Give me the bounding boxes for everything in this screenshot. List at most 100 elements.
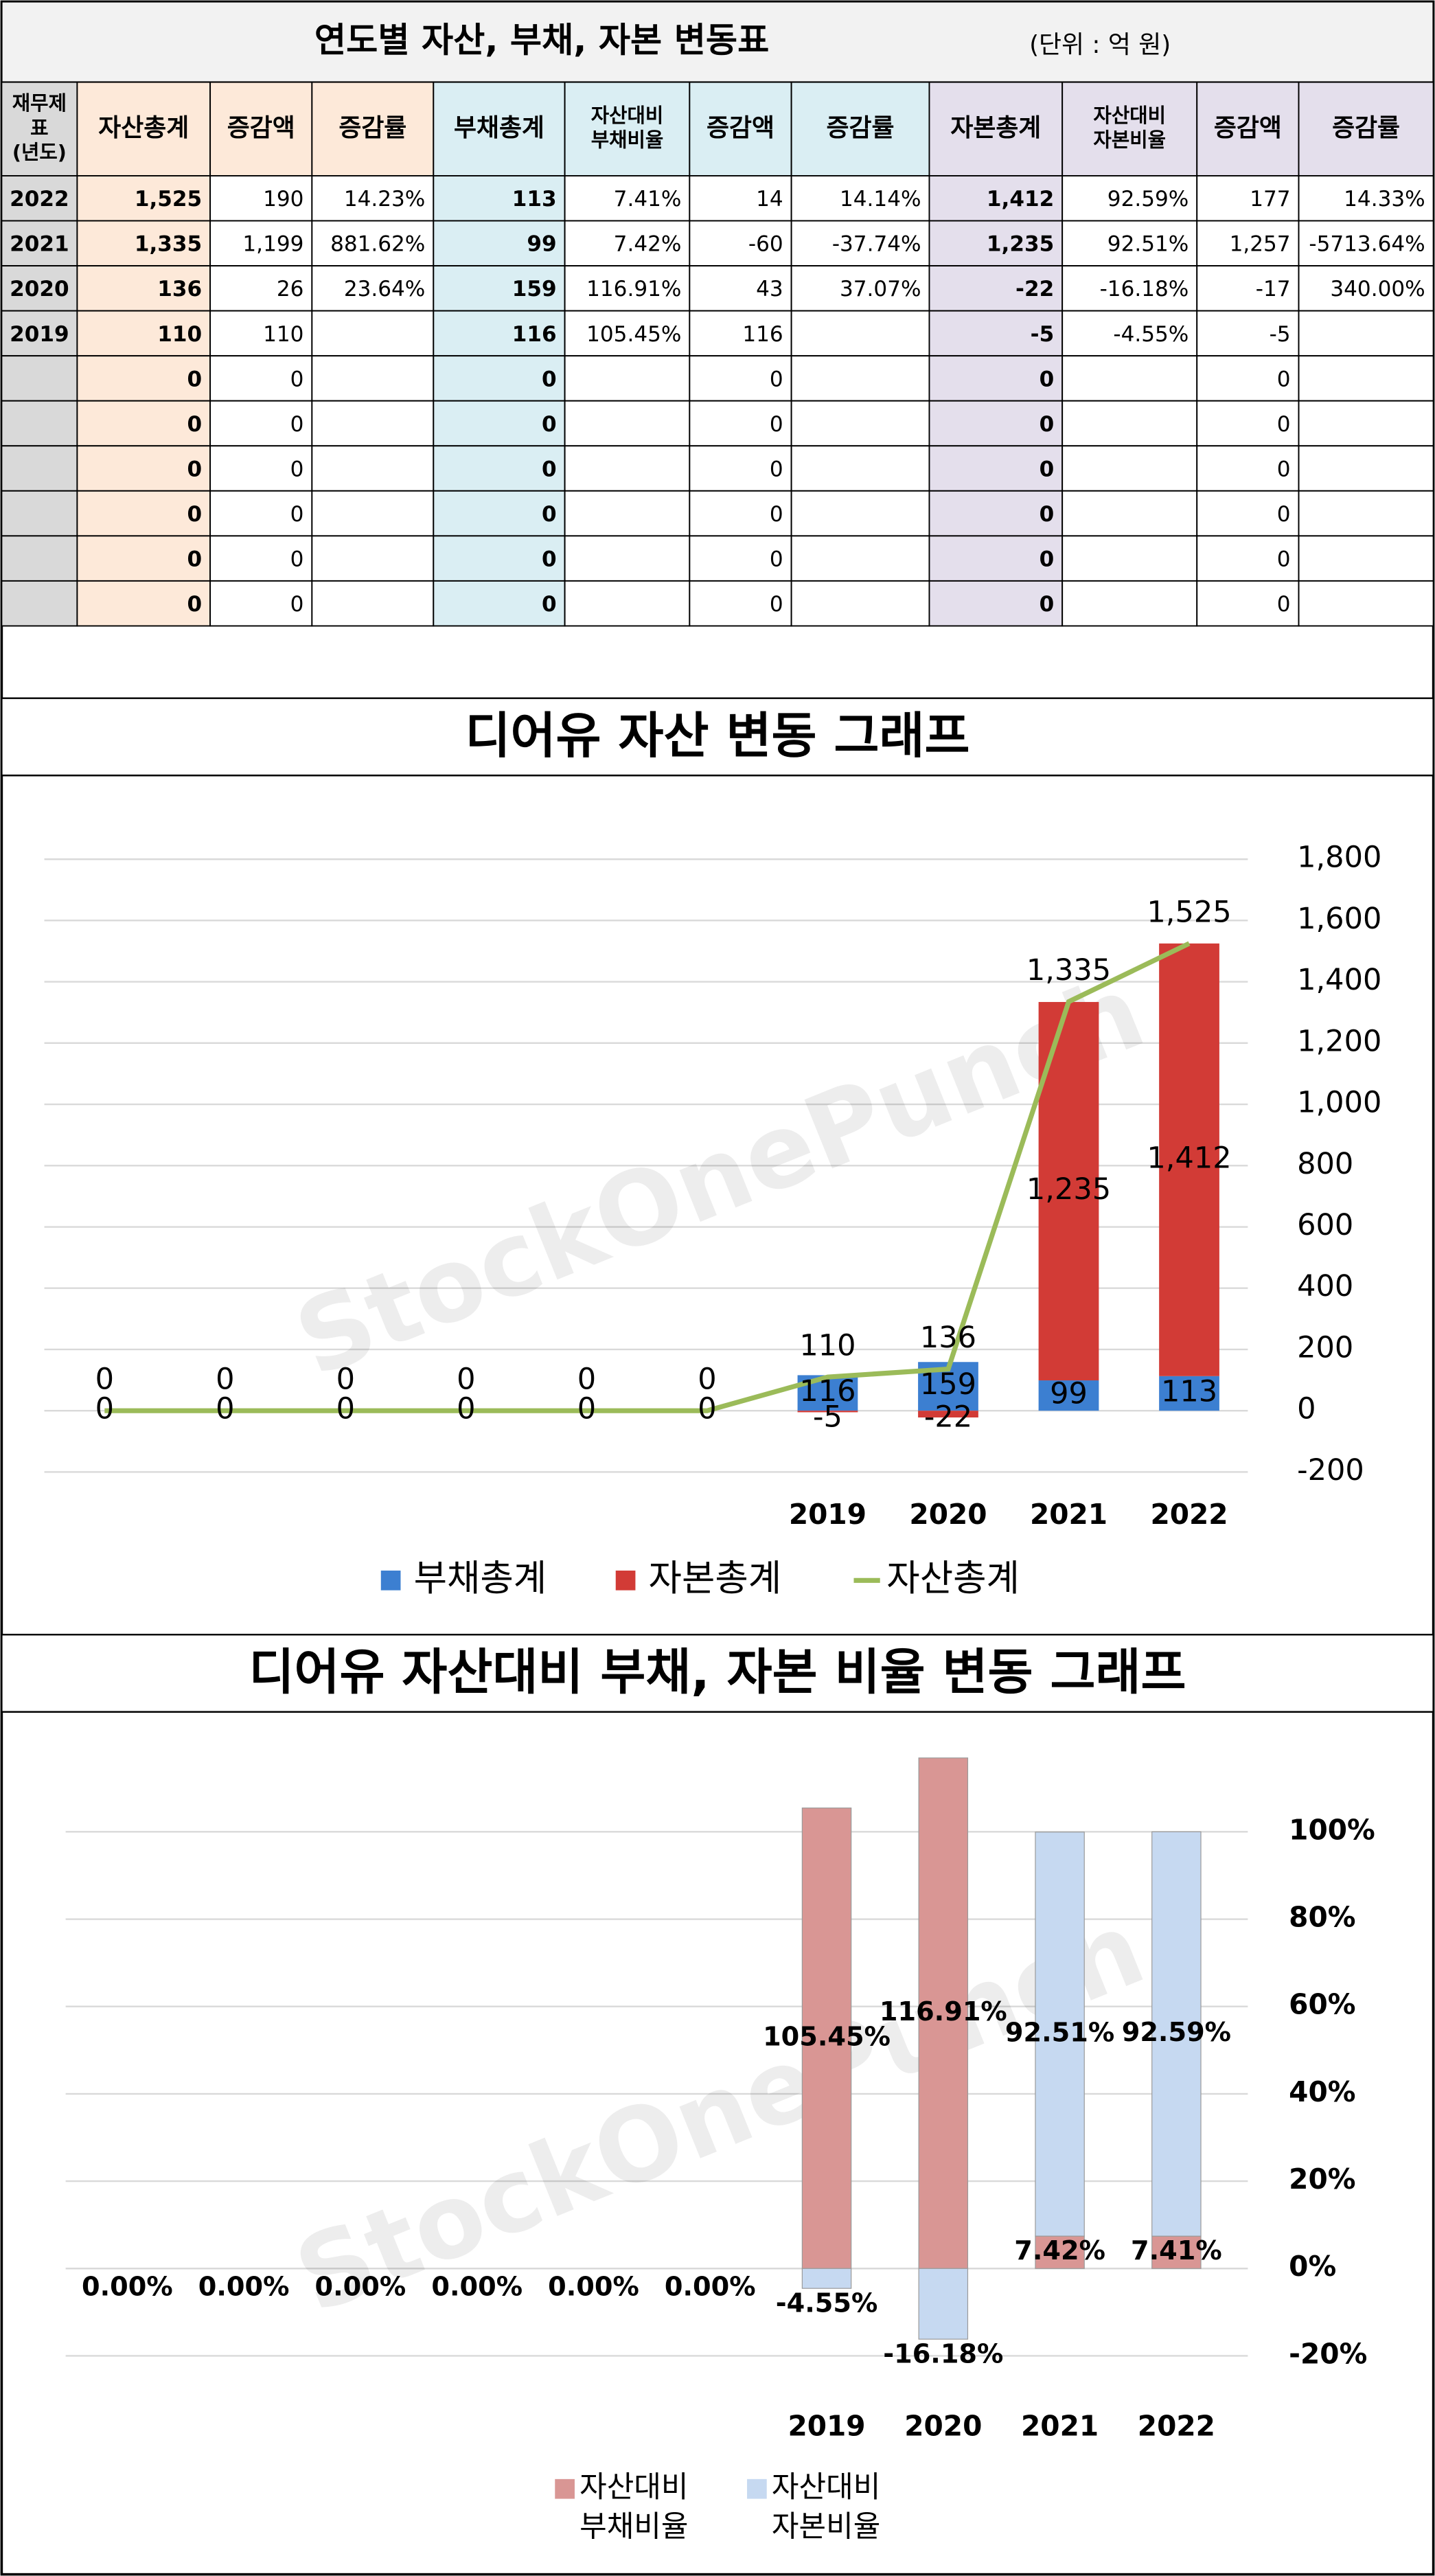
table-cell — [564, 310, 691, 357]
header-cell — [928, 81, 1064, 176]
data-label: 1,525 — [1147, 895, 1231, 929]
table-unit: (단위 : 억 원) — [1029, 31, 1171, 59]
cell-text: 0 — [770, 367, 783, 391]
table-cell — [790, 175, 930, 222]
table-cell — [928, 310, 1064, 357]
table-cell — [790, 445, 930, 492]
cell-text: 159 — [512, 277, 557, 301]
table-cell — [1298, 175, 1434, 222]
table-cell — [209, 400, 313, 447]
cell-text: 92.59% — [1107, 187, 1189, 212]
table-cell — [1196, 490, 1300, 537]
cell-text: 26 — [277, 277, 304, 301]
legend-label: 부채총계 — [414, 1558, 547, 1599]
y-tick-label: -20% — [1289, 2337, 1367, 2370]
cell-text: 23.64% — [344, 277, 425, 301]
cell-text: -60 — [748, 232, 783, 257]
table-cell — [1, 400, 78, 447]
data-label: 113 — [1161, 1374, 1217, 1409]
table-cell — [1298, 310, 1434, 357]
legend-label: 자산대비 자본비율 — [772, 2470, 880, 2544]
y-tick-label: 0% — [1289, 2250, 1336, 2283]
data-label: 0.00% — [198, 2271, 290, 2302]
table-cell — [1, 310, 78, 357]
header-label: 표 — [30, 116, 48, 139]
table-cell — [1, 535, 78, 582]
table-cell — [564, 355, 691, 402]
data-label: -22 — [924, 1400, 972, 1435]
bar — [801, 1808, 852, 2269]
data-label: -5 — [813, 1400, 842, 1435]
cell-text: 881.62% — [330, 232, 425, 257]
x-tick-label: 2021 — [1030, 1498, 1107, 1531]
cell-text: 0 — [187, 457, 203, 481]
y-tick-label: 20% — [1289, 2163, 1355, 2196]
cell-text: 136 — [157, 277, 202, 301]
cell-text: 0 — [770, 457, 783, 481]
cell-text: 0 — [1277, 502, 1291, 527]
table-cell — [689, 535, 792, 582]
cell-text: 0 — [1277, 367, 1291, 391]
cell-text: 0 — [187, 367, 203, 391]
table-cell — [790, 580, 930, 627]
table-cell — [76, 310, 211, 357]
cell-text: 113 — [512, 187, 557, 212]
cell-text: 116 — [512, 322, 557, 347]
x-tick-label: 2020 — [904, 2410, 982, 2443]
header-label: (년도) — [12, 141, 67, 164]
header-label: 증감률 — [338, 114, 406, 142]
chart-title: 디어유 자산 변동 그래프 — [466, 707, 970, 764]
table-cell — [1061, 310, 1198, 357]
table-cell — [311, 445, 435, 492]
cell-text: 37.07% — [840, 277, 921, 301]
table-cell — [433, 220, 566, 267]
table-cell — [76, 580, 211, 627]
table-cell — [1196, 355, 1300, 402]
table-title-bg — [1, 1, 1434, 83]
cell-text: 110 — [157, 322, 202, 347]
cell-text: 0 — [542, 547, 557, 572]
table-cell — [928, 580, 1064, 627]
cell-text: -16.18% — [1100, 277, 1189, 301]
cell-text: 14.23% — [344, 187, 425, 212]
x-tick-label: 2019 — [789, 1498, 866, 1531]
y-tick-label: 1,600 — [1297, 902, 1381, 936]
table-cell — [790, 400, 930, 447]
bar — [797, 1411, 858, 1413]
data-label: 0 — [336, 1363, 355, 1397]
table-cell — [76, 400, 211, 447]
cell-text: 0 — [770, 412, 783, 437]
cell-text: 0 — [1040, 592, 1055, 617]
header-cell — [76, 81, 211, 176]
table-cell — [790, 310, 930, 357]
cell-text: -17 — [1256, 277, 1291, 301]
data-label: 0 — [95, 1363, 114, 1397]
cell-text: 99 — [527, 232, 556, 257]
data-label: 0 — [577, 1363, 596, 1397]
y-tick-label: 800 — [1297, 1147, 1353, 1181]
bar — [1151, 1831, 1202, 2237]
x-tick-label: 2021 — [1021, 2410, 1099, 2443]
table-cell — [1298, 490, 1434, 537]
table-cell — [1, 445, 78, 492]
table-cell — [1, 580, 78, 627]
y-tick-label: 200 — [1297, 1330, 1353, 1365]
cell-text: -5 — [1031, 322, 1055, 347]
table-cell — [564, 535, 691, 582]
table-cell — [311, 175, 435, 222]
header-cell — [1196, 81, 1300, 176]
cell-text: 1,199 — [242, 232, 303, 257]
data-label: 0 — [698, 1363, 716, 1397]
bar — [801, 2268, 852, 2289]
cell-text: 0 — [1277, 457, 1291, 481]
cell-text: 0 — [770, 547, 783, 572]
cell-text: 1,335 — [135, 232, 202, 257]
header-cell — [1, 81, 78, 176]
data-label: 0.00% — [82, 2271, 173, 2302]
y-tick-label: 600 — [1297, 1208, 1353, 1242]
y-tick-label: 1,800 — [1297, 841, 1381, 875]
cell-text: 0 — [542, 367, 557, 391]
chart-title-box — [1, 697, 1434, 777]
table-cell — [1298, 400, 1434, 447]
table-cell — [564, 490, 691, 537]
